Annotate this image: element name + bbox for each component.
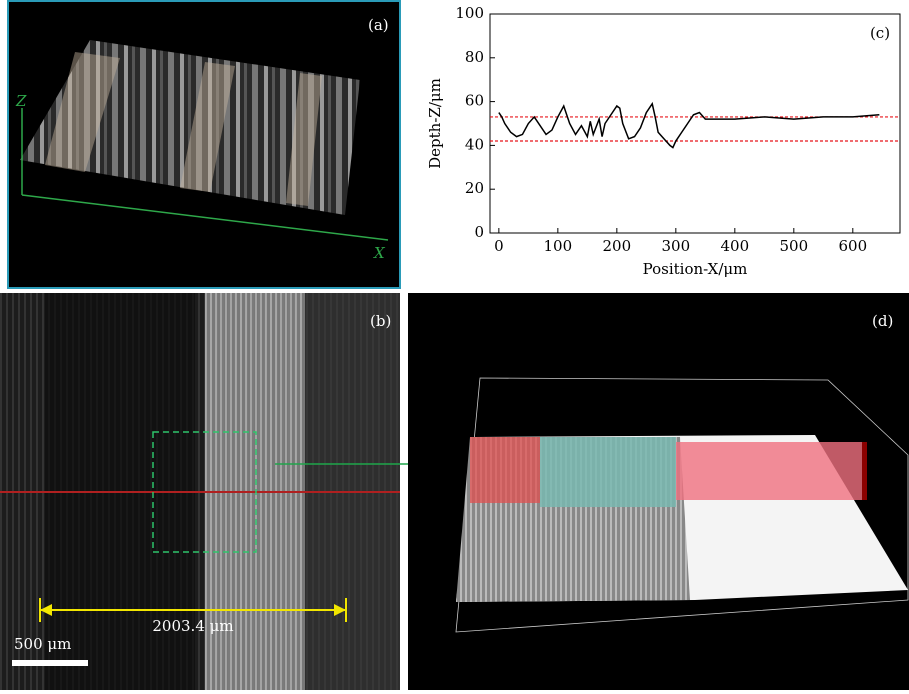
- y-tick-label: 60: [465, 92, 484, 110]
- tick-label: 481: [790, 640, 819, 658]
- y-axis-label: Depth-Z/μm: [426, 78, 444, 169]
- axis-label: X: [373, 244, 386, 262]
- panel-label: (a): [368, 16, 389, 34]
- highlight-red: [676, 442, 862, 500]
- bright-stripe: [45, 52, 120, 172]
- highlight-red: [470, 437, 540, 503]
- x-tick-label: 100: [544, 237, 573, 255]
- y-tick-label: 40: [465, 135, 484, 153]
- x-tick-label: 0: [494, 237, 504, 255]
- y-tick-label: 80: [465, 48, 484, 66]
- tick-label: 321: [678, 640, 707, 658]
- tick-label: 160: [566, 640, 595, 658]
- y-tick-label: 20: [465, 179, 484, 197]
- plot-frame: [489, 13, 901, 234]
- panel-d: 0 160 321 481 (d): [408, 293, 909, 690]
- x-tick-label: 500: [779, 237, 808, 255]
- tick-label: 0: [451, 640, 461, 658]
- panel-b: 2003.4 μm 500 μm (b): [0, 293, 400, 690]
- x-axis-label: Position-X/μm: [643, 260, 748, 278]
- y-tick-label: 0: [474, 223, 484, 241]
- roi-box: [152, 431, 257, 553]
- panel-a: Z X (a): [7, 0, 401, 289]
- bright-stripe: [180, 62, 235, 192]
- scale-bar-label: 500 μm: [14, 635, 71, 653]
- y-tick-label: 100: [455, 4, 484, 22]
- measure-label: 2003.4 μm: [152, 617, 233, 635]
- scale-bar: [12, 660, 88, 666]
- highlight-teal: [540, 437, 676, 507]
- x-tick-label: 600: [838, 237, 867, 255]
- axis-label: Z: [15, 92, 27, 110]
- x-tick-label: 200: [603, 237, 632, 255]
- arrow-head: [334, 604, 346, 616]
- x-tick-label: 300: [662, 237, 691, 255]
- highlight-edge: [862, 442, 867, 500]
- x-axis: [21, 194, 389, 241]
- panel-label: (c): [870, 24, 890, 42]
- panel-c: 0 20 40 60 80 100 0 100 200 300 400 500 600 Position-…: [426, 4, 901, 278]
- bright-stripe: [286, 73, 322, 206]
- panel-label: (b): [370, 312, 391, 330]
- data-line: [498, 101, 880, 149]
- surface-3d: [20, 40, 360, 215]
- panel-label: (d): [872, 312, 893, 330]
- x-tick-label: 400: [720, 237, 749, 255]
- arrow-head: [40, 604, 52, 616]
